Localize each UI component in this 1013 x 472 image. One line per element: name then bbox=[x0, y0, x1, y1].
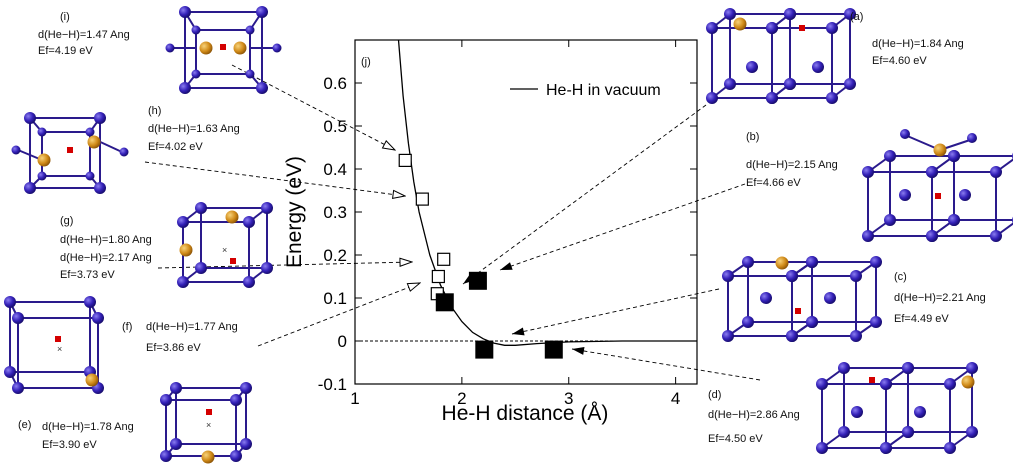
config-f-energy: Ef=3.86 eV bbox=[146, 342, 201, 354]
config-f-tag: (f) bbox=[122, 321, 132, 333]
filled-point-0 bbox=[435, 293, 454, 312]
config-h-distance: d(He−H)=1.63 Ang bbox=[148, 123, 240, 135]
structure-e: × bbox=[160, 382, 252, 464]
y-axis-label: Energy (eV) bbox=[283, 156, 306, 268]
structure-b bbox=[862, 129, 1013, 242]
x-axis-label: He-H distance (Å) bbox=[442, 402, 609, 425]
structure-g: × bbox=[177, 202, 273, 288]
x-tick-label-3: 4 bbox=[671, 389, 680, 408]
y-tick-label-7: 0.6 bbox=[323, 74, 347, 93]
open-point-3 bbox=[431, 269, 445, 284]
filled-point-2 bbox=[475, 340, 494, 359]
config-b-energy: Ef=4.66 eV bbox=[746, 177, 801, 189]
y-tick-label-6: 0.5 bbox=[323, 117, 347, 136]
structure-h bbox=[11, 112, 129, 194]
config-b-tag: (b) bbox=[746, 131, 759, 143]
panel-label: (j) bbox=[361, 56, 371, 68]
x-axis: 1 2 3 4 bbox=[350, 40, 680, 408]
config-d-tag: (d) bbox=[708, 389, 721, 401]
energy-plot: -0.1 0 0.1 0.2 0.3 0.4 0.5 0.6 1 2 3 4 (j) He-H in… bbox=[283, 39, 698, 425]
structure-f: × bbox=[4, 296, 104, 394]
legend-label: He-H in vacuum bbox=[546, 82, 661, 99]
config-e-distance: d(He−H)=1.78 Ang bbox=[42, 421, 134, 433]
config-f-distance: d(He−H)=1.77 Ang bbox=[146, 321, 238, 333]
config-c-distance: d(He−H)=2.21 Ang bbox=[894, 292, 986, 304]
config-d-energy: Ef=4.50 eV bbox=[708, 433, 763, 445]
config-h-energy: Ef=4.02 eV bbox=[148, 141, 203, 153]
config-b-distance: d(He−H)=2.15 Ang bbox=[746, 159, 838, 171]
config-g-energy: Ef=3.73 eV bbox=[60, 269, 115, 281]
config-g-distance-1: d(He−H)=1.80 Ang bbox=[60, 234, 152, 246]
y-tick-label-4: 0.3 bbox=[323, 203, 347, 222]
open-point-0 bbox=[398, 153, 412, 167]
x-tick-label-1: 2 bbox=[457, 389, 466, 408]
leader-lines bbox=[144, 64, 761, 381]
svg-text:×: × bbox=[222, 245, 227, 255]
structure-i bbox=[165, 6, 282, 94]
y-tick-label-0: -0.1 bbox=[318, 375, 347, 394]
structures: × × × bbox=[4, 6, 1013, 464]
config-g-tag: (g) bbox=[60, 215, 73, 227]
open-point-2 bbox=[437, 252, 451, 266]
config-d-distance: d(He−H)=2.86 Ang bbox=[708, 409, 800, 421]
svg-text:×: × bbox=[57, 344, 62, 354]
x-tick-label-2: 3 bbox=[564, 389, 573, 408]
y-tick-label-1: 0 bbox=[338, 332, 347, 351]
svg-text:×: × bbox=[206, 420, 211, 430]
y-axis: -0.1 0 0.1 0.2 0.3 0.4 0.5 0.6 bbox=[318, 74, 697, 394]
config-a-distance: d(He−H)=1.84 Ang bbox=[872, 38, 964, 50]
config-e-energy: Ef=3.90 eV bbox=[42, 439, 97, 451]
config-labels: (i) d(He−H)=1.47 Ang Ef=4.19 eV (h) d(He… bbox=[18, 11, 986, 451]
config-i-distance: d(He−H)=1.47 Ang bbox=[38, 29, 130, 41]
structure-c bbox=[722, 256, 882, 342]
structure-d bbox=[816, 362, 978, 454]
config-i-tag: (i) bbox=[60, 11, 70, 23]
structure-a bbox=[706, 8, 856, 104]
config-h-tag: (h) bbox=[148, 105, 161, 117]
x-tick-label-0: 1 bbox=[350, 389, 359, 408]
config-c-energy: Ef=4.49 eV bbox=[894, 313, 949, 325]
y-tick-label-2: 0.1 bbox=[323, 289, 347, 308]
config-c-tag: (c) bbox=[894, 271, 907, 283]
vacuum-curve bbox=[397, 40, 697, 346]
filled-point-1 bbox=[468, 271, 487, 290]
config-a-tag: (a) bbox=[850, 11, 863, 23]
config-i-energy: Ef=4.19 eV bbox=[38, 45, 93, 57]
config-e-tag: (e) bbox=[18, 419, 31, 431]
config-g-distance-2: d(He−H)=2.17 Ang bbox=[60, 252, 152, 264]
y-tick-label-3: 0.2 bbox=[323, 246, 347, 265]
y-tick-label-5: 0.4 bbox=[323, 160, 347, 179]
config-a-energy: Ef=4.60 eV bbox=[872, 55, 927, 67]
filled-point-3 bbox=[544, 340, 563, 359]
open-point-1 bbox=[415, 192, 429, 206]
